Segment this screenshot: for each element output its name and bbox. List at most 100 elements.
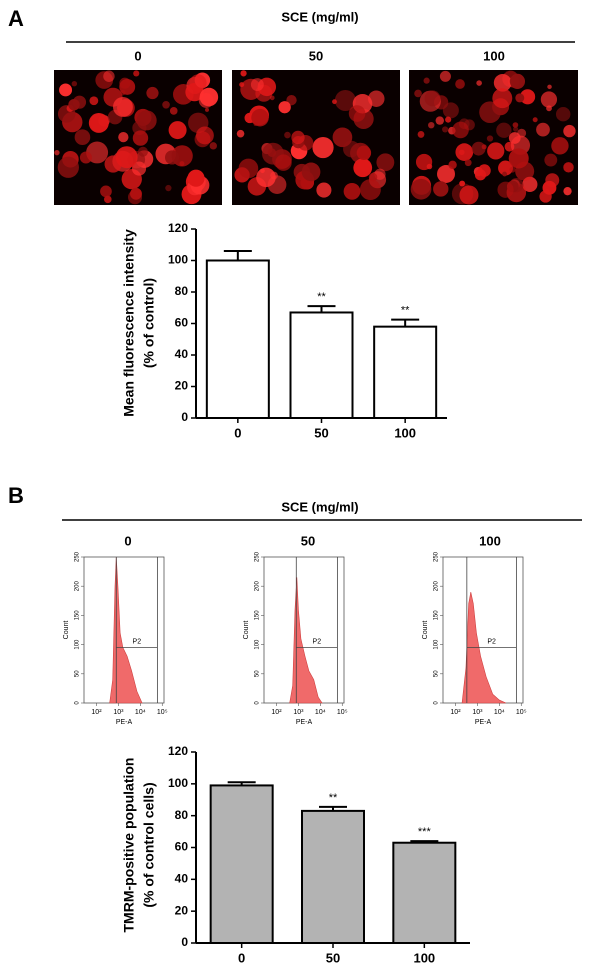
cell-blob [88, 113, 109, 133]
cell-blob [169, 107, 178, 115]
cell-blob [437, 165, 455, 183]
cell-blob [136, 110, 157, 131]
y-tick-label: 40 [175, 347, 189, 361]
y-tick-label: 250 [75, 551, 81, 562]
cell-blob [563, 124, 576, 138]
cell-blob [164, 150, 180, 165]
cell-blob [162, 100, 170, 109]
y-tick-label: 150 [434, 610, 440, 621]
dose-label: 50 [301, 533, 315, 548]
treatment-label: SCE (mg/ml) [281, 499, 358, 514]
cell-blob [54, 149, 60, 156]
cell-blob [542, 180, 557, 195]
bar [373, 325, 438, 419]
x-tick-label: 100 [394, 425, 416, 440]
y-tick-label: 150 [75, 610, 81, 621]
cell-blob [540, 91, 558, 108]
cell-blob [334, 89, 356, 112]
cell-blob [442, 102, 459, 119]
x-tick-label: 100 [413, 950, 435, 965]
cell-blob [448, 160, 457, 170]
cell-blob [410, 178, 432, 200]
cell-blob [414, 89, 422, 98]
cell-blob [515, 93, 525, 103]
dose-label: 100 [483, 48, 505, 63]
cell-blob [100, 185, 112, 198]
cell-blob [68, 98, 80, 111]
x-tick-label: 10² [271, 709, 282, 716]
cell-blob [189, 74, 207, 92]
cell-blob [168, 121, 187, 140]
cell-blob [376, 153, 395, 172]
cell-blob [502, 171, 508, 177]
cell-blob [195, 126, 214, 145]
y-tick-label: 60 [175, 840, 189, 854]
cell-blob [423, 77, 430, 84]
x-tick-label: 50 [326, 950, 340, 965]
y-axis-title: (% of control) [141, 278, 157, 368]
y-tick-label: 0 [181, 935, 188, 949]
x-tick-label: 10⁴ [315, 709, 326, 716]
y-tick-label: 150 [255, 610, 261, 621]
cell-blob [513, 126, 519, 132]
cell-blob [493, 73, 512, 92]
dose-label: 0 [134, 48, 141, 63]
cell-blob [487, 142, 505, 160]
cell-blob [256, 167, 276, 188]
cell-blob [332, 99, 337, 105]
y-axis-title: Mean fluorescence intensity [121, 229, 137, 417]
x-tick-label: 10⁵ [516, 709, 527, 716]
cell-blob [239, 82, 245, 88]
cell-blob [555, 106, 571, 122]
cell-blob [459, 180, 466, 187]
cell-blob [131, 161, 147, 176]
y-tick-label: 250 [255, 551, 261, 562]
treatment-label: SCE (mg/ml) [281, 9, 358, 24]
cell-blob [57, 156, 79, 178]
cell-blob [275, 154, 292, 171]
cell-blob [205, 107, 210, 112]
cell-blob [492, 88, 513, 109]
cell-blob [497, 181, 514, 198]
x-tick-label: 0 [234, 425, 241, 440]
cell-blob [474, 169, 487, 181]
cell-blob [278, 101, 291, 114]
y-tick-label: 20 [175, 903, 189, 917]
cell-blob [547, 84, 552, 90]
cell-blob [455, 79, 465, 89]
cell-blob [496, 122, 512, 138]
y-tick-label: 50 [255, 670, 261, 677]
x-tick-label: 10⁴ [494, 709, 505, 716]
cell-blob [536, 122, 550, 137]
y-axis-title: (% of control cells) [141, 782, 157, 907]
panel-label: A [8, 6, 24, 31]
cell-blob [563, 187, 572, 196]
cell-blob [133, 70, 140, 77]
cell-blob [459, 185, 479, 205]
cell-blob [359, 179, 381, 201]
x-tick-label: 10⁵ [337, 709, 348, 716]
cell-blob [445, 116, 452, 123]
y-tick-label: 100 [168, 253, 188, 267]
cell-blob [479, 101, 501, 124]
cell-blob [119, 77, 131, 89]
cell-blob [439, 70, 451, 82]
cell-blob [238, 158, 259, 179]
cell-blob [508, 148, 529, 169]
x-axis-title: PE-A [475, 719, 492, 726]
dose-label: 100 [479, 533, 501, 548]
y-tick-label: 200 [255, 581, 261, 592]
cell-blob [356, 145, 372, 161]
cell-blob [532, 117, 538, 123]
cell-blob [118, 131, 129, 143]
cell-blob [455, 143, 474, 161]
gate-label: P2 [313, 638, 322, 645]
cell-blob [435, 116, 444, 125]
x-tick-label: 10³ [472, 709, 483, 716]
cell-blob [112, 97, 133, 117]
panel-label: B [8, 483, 24, 508]
cell-blob [442, 126, 449, 133]
x-tick-label: 10⁵ [157, 709, 168, 716]
cell-blob [199, 87, 219, 107]
cell-blob [250, 78, 264, 92]
